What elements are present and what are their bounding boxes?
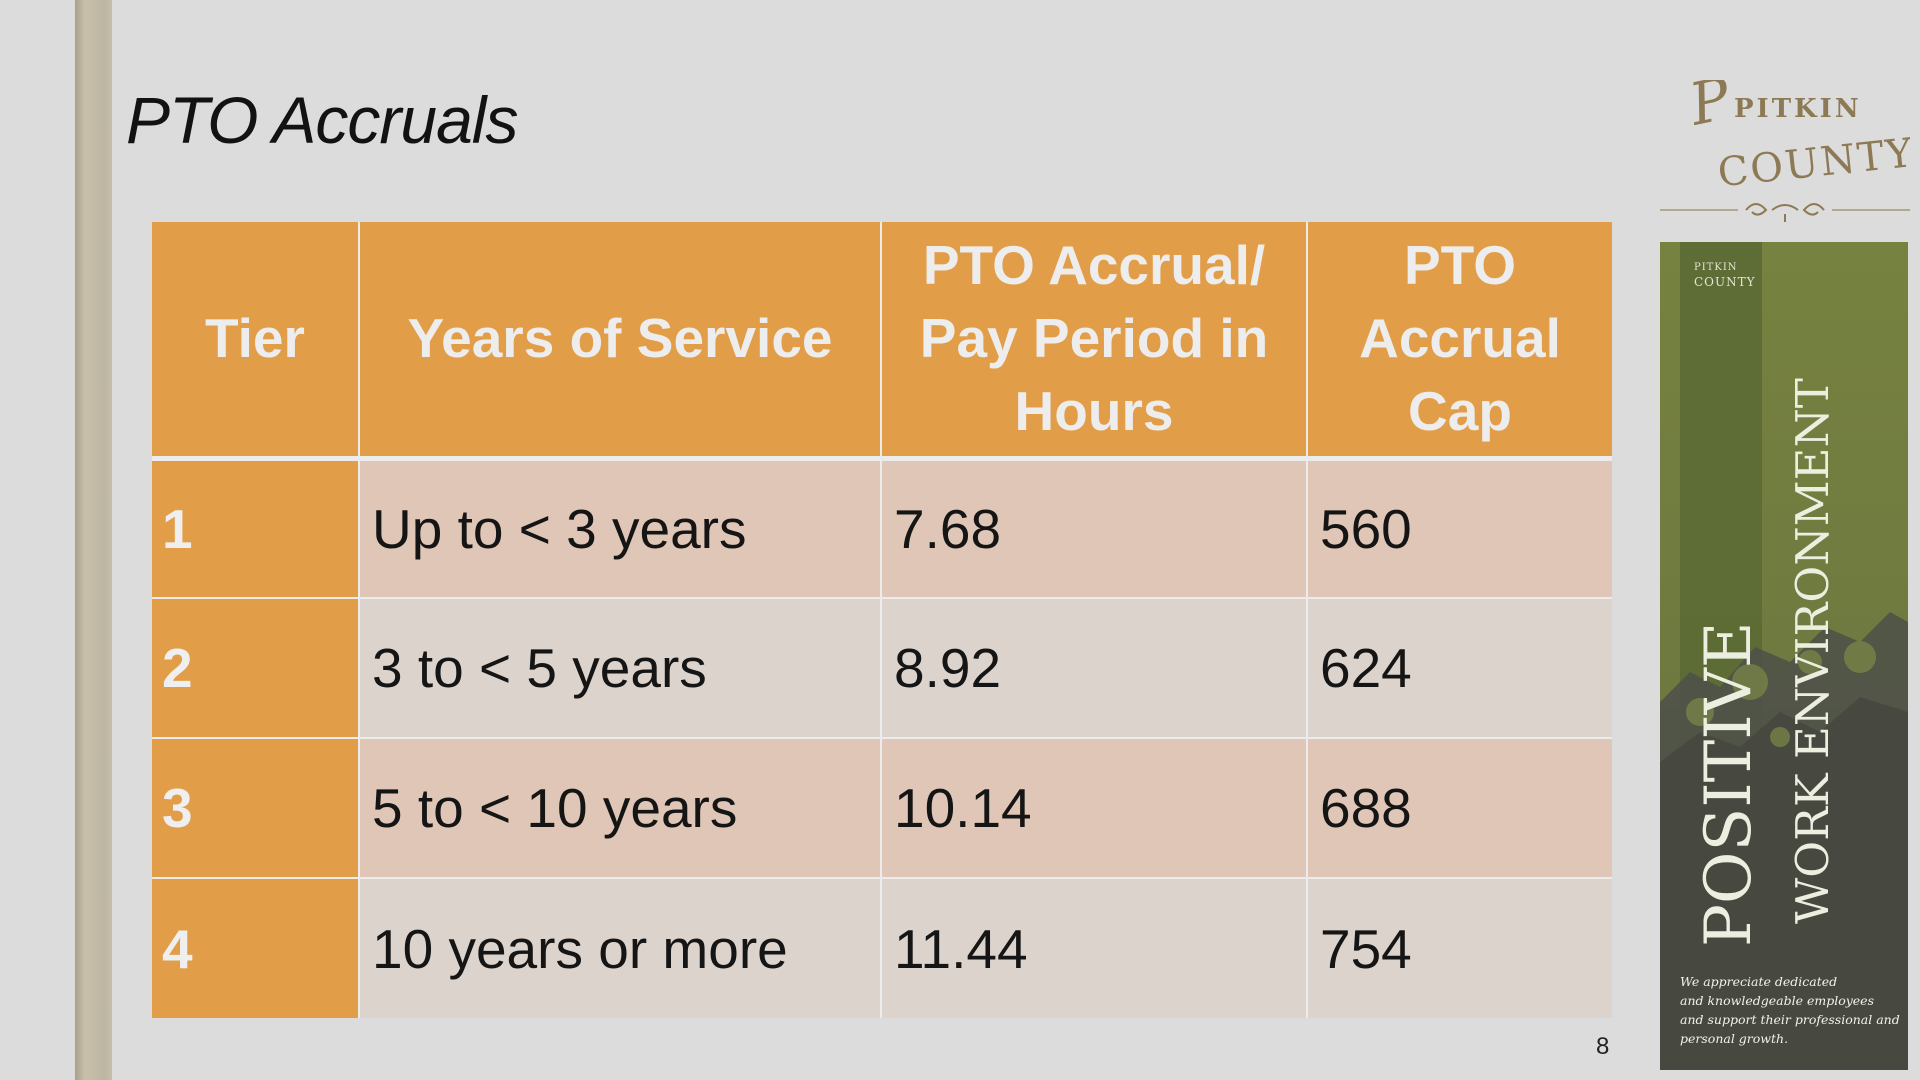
table-row: 2 3 to < 5 years 8.92 624: [152, 598, 1612, 739]
caption-line-4: personal growth.: [1680, 1031, 1789, 1046]
cap-cell: 688: [1307, 738, 1612, 879]
caption-line-2: and knowledgeable employees: [1680, 993, 1874, 1008]
accrual-cell: 10.14: [881, 738, 1308, 879]
header-years-text: Years of Service: [407, 307, 833, 370]
banner-word-positive: POSITIVE: [1692, 621, 1766, 947]
tier-cell: 2: [152, 598, 360, 739]
caption-line-3: and support their professional and: [1680, 1012, 1900, 1027]
accrual-cell: 7.68: [881, 458, 1308, 599]
years-cell: Up to < 3 years: [359, 458, 882, 599]
years-cell: 3 to < 5 years: [359, 598, 882, 739]
tier-cell: 3: [152, 738, 360, 879]
logo-line-2: COUNTY: [1716, 130, 1910, 196]
accrual-cell: 8.92: [881, 598, 1308, 739]
header-cap-line-2: Accrual: [1359, 307, 1561, 370]
mountain-foreground: [1660, 697, 1908, 1070]
years-cell: 5 to < 10 years: [359, 738, 882, 879]
header-accrual-line-1: PTO Accrual/: [922, 234, 1266, 297]
slide-title: PTO Accruals: [126, 83, 518, 157]
pitkin-county-logo: P PITKIN COUNTY: [1660, 80, 1910, 222]
cap-cell: 624: [1307, 598, 1612, 739]
header-tier: Tier: [152, 222, 360, 461]
header-tier-text: Tier: [205, 307, 305, 370]
foliage-texture: [1686, 641, 1876, 747]
left-decorative-stripe: [75, 0, 112, 1080]
header-accrual-line-3: Hours: [1014, 380, 1174, 443]
table-row: 1 Up to < 3 years 7.68 560: [152, 458, 1612, 599]
cap-cell: 754: [1307, 878, 1612, 1018]
accrual-cell: 11.44: [881, 878, 1308, 1018]
years-cell: 10 years or more: [359, 878, 882, 1018]
header-pto-accrual: PTO Accrual/ Pay Period in Hours: [881, 222, 1308, 461]
header-accrual-line-2: Pay Period in: [919, 307, 1269, 370]
banner-caption: We appreciate dedicated and knowledgeabl…: [1680, 972, 1900, 1048]
tier-cell: 4: [152, 878, 360, 1018]
header-cap-line-1: PTO: [1403, 234, 1517, 297]
tier-cell: 1: [152, 458, 360, 599]
banner-word-work-environment: WORK ENVIRONMENT: [1786, 378, 1839, 924]
header-years-of-service: Years of Service: [359, 222, 882, 461]
pto-accruals-table: Tier Years of Service PTO Accrual/ Pay P…: [152, 222, 1612, 1018]
table-row: 4 10 years or more 11.44 754: [152, 878, 1612, 1018]
table-header-row: Tier Years of Service PTO Accrual/ Pay P…: [152, 222, 1612, 461]
header-pto-accrual-cap: PTO Accrual Cap: [1307, 222, 1612, 461]
header-cap-line-3: Cap: [1408, 380, 1512, 443]
table-row: 3 5 to < 10 years 10.14 688: [152, 738, 1612, 879]
mini-logo-line-1: PITKIN: [1694, 262, 1738, 273]
cap-cell: 560: [1307, 458, 1612, 599]
caption-line-1: We appreciate dedicated: [1680, 974, 1838, 989]
logo-line-1: PITKIN: [1734, 94, 1862, 124]
logo-flourish: [1745, 203, 1825, 222]
positive-work-environment-banner: PITKIN COUNTY POSITIVE WORK ENVIRONMENT …: [1660, 242, 1908, 1070]
banner-artwork: PITKIN COUNTY POSITIVE WORK ENVIRONMENT: [1660, 242, 1908, 1070]
mini-logo-line-2: COUNTY: [1694, 275, 1756, 289]
page-number: 8: [1596, 1033, 1610, 1060]
logo-initial-p: P: [1683, 80, 1737, 139]
